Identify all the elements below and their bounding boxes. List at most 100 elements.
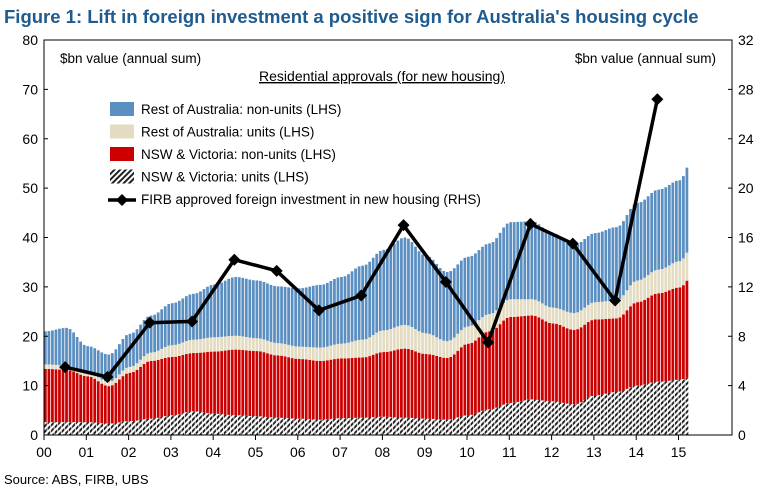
bar-segment-nsw-victoria-non-units-lhs <box>241 349 245 416</box>
right-tick-label: 0 <box>738 427 746 443</box>
bar-segment-rest-of-australia-non-units-lhs <box>593 233 597 303</box>
bar-segment-rest-of-australia-non-units-lhs <box>135 329 139 364</box>
bar-segment-nsw-victoria-units-lhs <box>551 401 555 435</box>
bar-segment-rest-of-australia-units-lhs <box>47 364 51 369</box>
bar-segment-rest-of-australia-units-lhs <box>357 339 361 358</box>
right-tick-label: 12 <box>738 279 754 295</box>
bar-segment-rest-of-australia-units-lhs <box>526 299 530 316</box>
bar-segment-rest-of-australia-units-lhs <box>202 338 206 353</box>
bar-segment-rest-of-australia-non-units-lhs <box>509 222 513 300</box>
bar-segment-nsw-victoria-non-units-lhs <box>421 353 424 419</box>
bar-segment-rest-of-australia-non-units-lhs <box>167 304 171 346</box>
bar-segment-nsw-victoria-units-lhs <box>47 422 51 435</box>
bar-segment-rest-of-australia-units-lhs <box>206 337 209 352</box>
bar-segment-rest-of-australia-units-lhs <box>44 364 47 369</box>
x-tick-label: 01 <box>79 444 95 460</box>
bar-segment-nsw-victoria-non-units-lhs <box>213 351 216 414</box>
bar-segment-rest-of-australia-units-lhs <box>657 269 661 294</box>
bar-segment-nsw-victoria-non-units-lhs <box>304 359 308 419</box>
left-tick-label: 20 <box>22 328 38 344</box>
bar-segment-nsw-victoria-non-units-lhs <box>558 325 562 403</box>
chart-title: Figure 1: Lift in foreign investment a p… <box>4 6 699 27</box>
bar-segment-rest-of-australia-units-lhs <box>622 295 625 315</box>
bar-segment-rest-of-australia-units-lhs <box>315 347 319 361</box>
bar-segment-rest-of-australia-non-units-lhs <box>639 202 643 280</box>
bar-segment-nsw-victoria-units-lhs <box>315 419 319 435</box>
bar-segment-rest-of-australia-units-lhs <box>135 363 139 370</box>
bar-segment-rest-of-australia-non-units-lhs <box>199 291 202 340</box>
bar-segment-nsw-victoria-non-units-lhs <box>294 358 298 419</box>
bar-segment-rest-of-australia-non-units-lhs <box>548 232 551 308</box>
bar-segment-nsw-victoria-non-units-lhs <box>407 348 410 418</box>
bar-segment-rest-of-australia-non-units-lhs <box>449 271 453 341</box>
x-tick-label: 14 <box>628 444 644 460</box>
bar-segment-rest-of-australia-non-units-lhs <box>153 314 157 353</box>
bar-segment-nsw-victoria-units-lhs <box>509 402 513 435</box>
bar-segment-nsw-victoria-units-lhs <box>558 402 562 435</box>
bar-segment-nsw-victoria-non-units-lhs <box>110 385 114 424</box>
bar-segment-nsw-victoria-units-lhs <box>459 416 463 435</box>
bar-segment-nsw-victoria-non-units-lhs <box>86 376 90 423</box>
bar-segment-nsw-victoria-units-lhs <box>354 417 357 435</box>
bar-segment-rest-of-australia-non-units-lhs <box>237 277 241 336</box>
bar-segment-nsw-victoria-non-units-lhs <box>202 352 206 413</box>
bar-segment-rest-of-australia-non-units-lhs <box>251 280 255 339</box>
bar-segment-nsw-victoria-non-units-lhs <box>329 359 333 419</box>
bar-segment-rest-of-australia-non-units-lhs <box>502 227 505 303</box>
bar-segment-nsw-victoria-units-lhs <box>230 415 234 435</box>
bar-segment-nsw-victoria-non-units-lhs <box>290 358 294 419</box>
bar-segment-nsw-victoria-non-units-lhs <box>371 354 375 418</box>
bar-segment-rest-of-australia-non-units-lhs <box>495 238 498 311</box>
bar-segment-nsw-victoria-non-units-lhs <box>625 310 629 389</box>
bar-segment-rest-of-australia-units-lhs <box>442 340 446 358</box>
bar-segment-nsw-victoria-units-lhs <box>287 418 290 435</box>
bar-segment-rest-of-australia-units-lhs <box>192 339 195 354</box>
bar-segment-nsw-victoria-non-units-lhs <box>600 319 604 395</box>
firb-point <box>397 219 410 232</box>
bar-segment-nsw-victoria-non-units-lhs <box>555 323 558 402</box>
bar-segment-rest-of-australia-non-units-lhs <box>488 243 491 315</box>
bar-segment-rest-of-australia-non-units-lhs <box>576 244 580 313</box>
legend-label: NSW & Victoria: non-units (LHS) <box>141 147 336 162</box>
bar-segment-rest-of-australia-non-units-lhs <box>555 234 558 308</box>
bar-segment-rest-of-australia-non-units-lhs <box>371 257 375 336</box>
bar-segment-nsw-victoria-units-lhs <box>96 422 100 435</box>
bar-segment-rest-of-australia-non-units-lhs <box>206 286 209 338</box>
bar-segment-nsw-victoria-non-units-lhs <box>653 293 657 382</box>
bar-segment-nsw-victoria-units-lhs <box>456 417 460 435</box>
bar-segment-nsw-victoria-non-units-lhs <box>125 373 128 422</box>
bar-segment-nsw-victoria-units-lhs <box>125 421 128 435</box>
bar-segment-nsw-victoria-non-units-lhs <box>481 334 484 411</box>
bar-segment-nsw-victoria-non-units-lhs <box>135 369 139 421</box>
bar-segment-nsw-victoria-units-lhs <box>643 384 646 435</box>
bar-segment-nsw-victoria-units-lhs <box>414 418 417 435</box>
bar-segment-rest-of-australia-units-lhs <box>650 272 654 296</box>
bar-segment-rest-of-australia-units-lhs <box>484 314 488 333</box>
bar-segment-rest-of-australia-non-units-lhs <box>558 236 562 309</box>
bar-segment-nsw-victoria-units-lhs <box>562 402 565 435</box>
bar-segment-rest-of-australia-non-units-lhs <box>530 221 534 300</box>
bar-segment-nsw-victoria-non-units-lhs <box>474 340 477 414</box>
bar-segment-nsw-victoria-units-lhs <box>139 419 142 435</box>
bar-segment-nsw-victoria-units-lhs <box>237 415 241 435</box>
stacked-bars <box>44 167 689 436</box>
bar-segment-rest-of-australia-units-lhs <box>216 337 220 352</box>
bar-segment-nsw-victoria-non-units-lhs <box>385 351 389 417</box>
bar-segment-nsw-victoria-units-lhs <box>294 418 298 435</box>
bar-segment-nsw-victoria-non-units-lhs <box>597 319 601 396</box>
bar-segment-nsw-victoria-units-lhs <box>512 402 516 435</box>
bar-segment-nsw-victoria-units-lhs <box>586 397 590 435</box>
bar-segment-rest-of-australia-units-lhs <box>636 280 639 303</box>
bar-segment-nsw-victoria-units-lhs <box>541 400 544 435</box>
bar-segment-nsw-victoria-non-units-lhs <box>541 319 544 401</box>
bar-segment-nsw-victoria-units-lhs <box>68 422 72 435</box>
bar-segment-nsw-victoria-non-units-lhs <box>569 329 572 405</box>
bar-segment-rest-of-australia-units-lhs <box>114 377 118 383</box>
bar-segment-nsw-victoria-units-lhs <box>135 420 139 435</box>
bar-segment-rest-of-australia-units-lhs <box>555 307 558 324</box>
bar-segment-nsw-victoria-units-lhs <box>188 411 192 435</box>
bar-segment-rest-of-australia-units-lhs <box>54 364 58 370</box>
bar-segment-nsw-victoria-units-lhs <box>259 416 262 435</box>
bar-segment-rest-of-australia-units-lhs <box>470 325 474 343</box>
bar-segment-nsw-victoria-units-lhs <box>385 416 389 435</box>
